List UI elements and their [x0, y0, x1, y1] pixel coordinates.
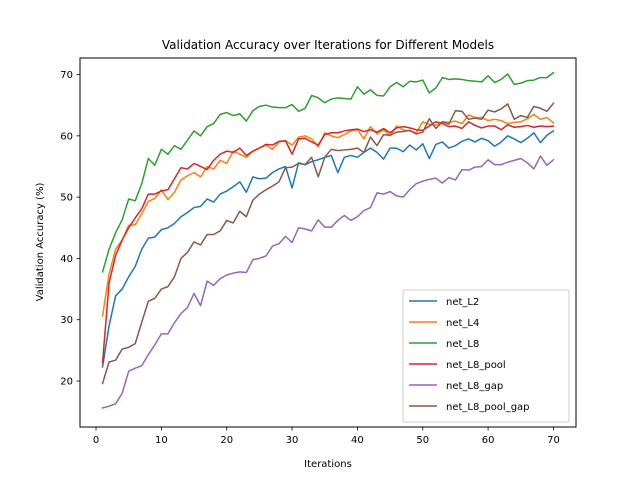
legend-label: net_L8_pool_gap	[446, 402, 530, 413]
legend-label: net_L8_pool	[446, 360, 506, 371]
x-tick-label: 50	[416, 435, 429, 446]
legend-label: net_L8_gap	[446, 381, 503, 392]
x-axis-label: Iterations	[304, 459, 352, 470]
y-tick-label: 30	[60, 315, 73, 326]
x-tick-label: 60	[482, 435, 495, 446]
legend-label: net_L2	[446, 297, 479, 308]
legend-label: net_L4	[446, 318, 479, 329]
legend-label: net_L8	[446, 339, 479, 350]
axis-ticks: 0 10 20 30 40 50 60 70 20 30 40 50 60 70	[60, 70, 560, 446]
x-tick-label: 10	[155, 435, 168, 446]
y-tick-label: 40	[60, 254, 73, 265]
x-tick-label: 70	[547, 435, 560, 446]
plot-frame	[79, 57, 577, 428]
chart-title: Validation Accuracy over Iterations for …	[162, 38, 494, 52]
y-tick-label: 50	[60, 193, 73, 204]
plot-lines	[101, 71, 555, 409]
series-line-net-L8-pool-gap	[101, 102, 555, 385]
series-line-net-L8	[101, 71, 555, 273]
series-line-net-L2	[101, 129, 555, 368]
y-tick-label: 70	[60, 70, 73, 81]
x-tick-label: 40	[351, 435, 364, 446]
x-tick-label: 20	[220, 435, 233, 446]
x-tick-label: 30	[286, 435, 299, 446]
series-line-net-L8-gap	[101, 155, 555, 409]
y-tick-label: 60	[60, 131, 73, 142]
series-line-net-L8-pool	[101, 121, 555, 364]
y-axis-label: Validation Accuracy (%)	[35, 183, 46, 302]
x-tick-label: 0	[93, 435, 99, 446]
legend-box	[402, 289, 570, 423]
legend: net_L2 net_L4 net_L8 net_L8_pool net_L8_gapn…	[402, 289, 570, 423]
y-tick-label: 20	[60, 377, 73, 388]
